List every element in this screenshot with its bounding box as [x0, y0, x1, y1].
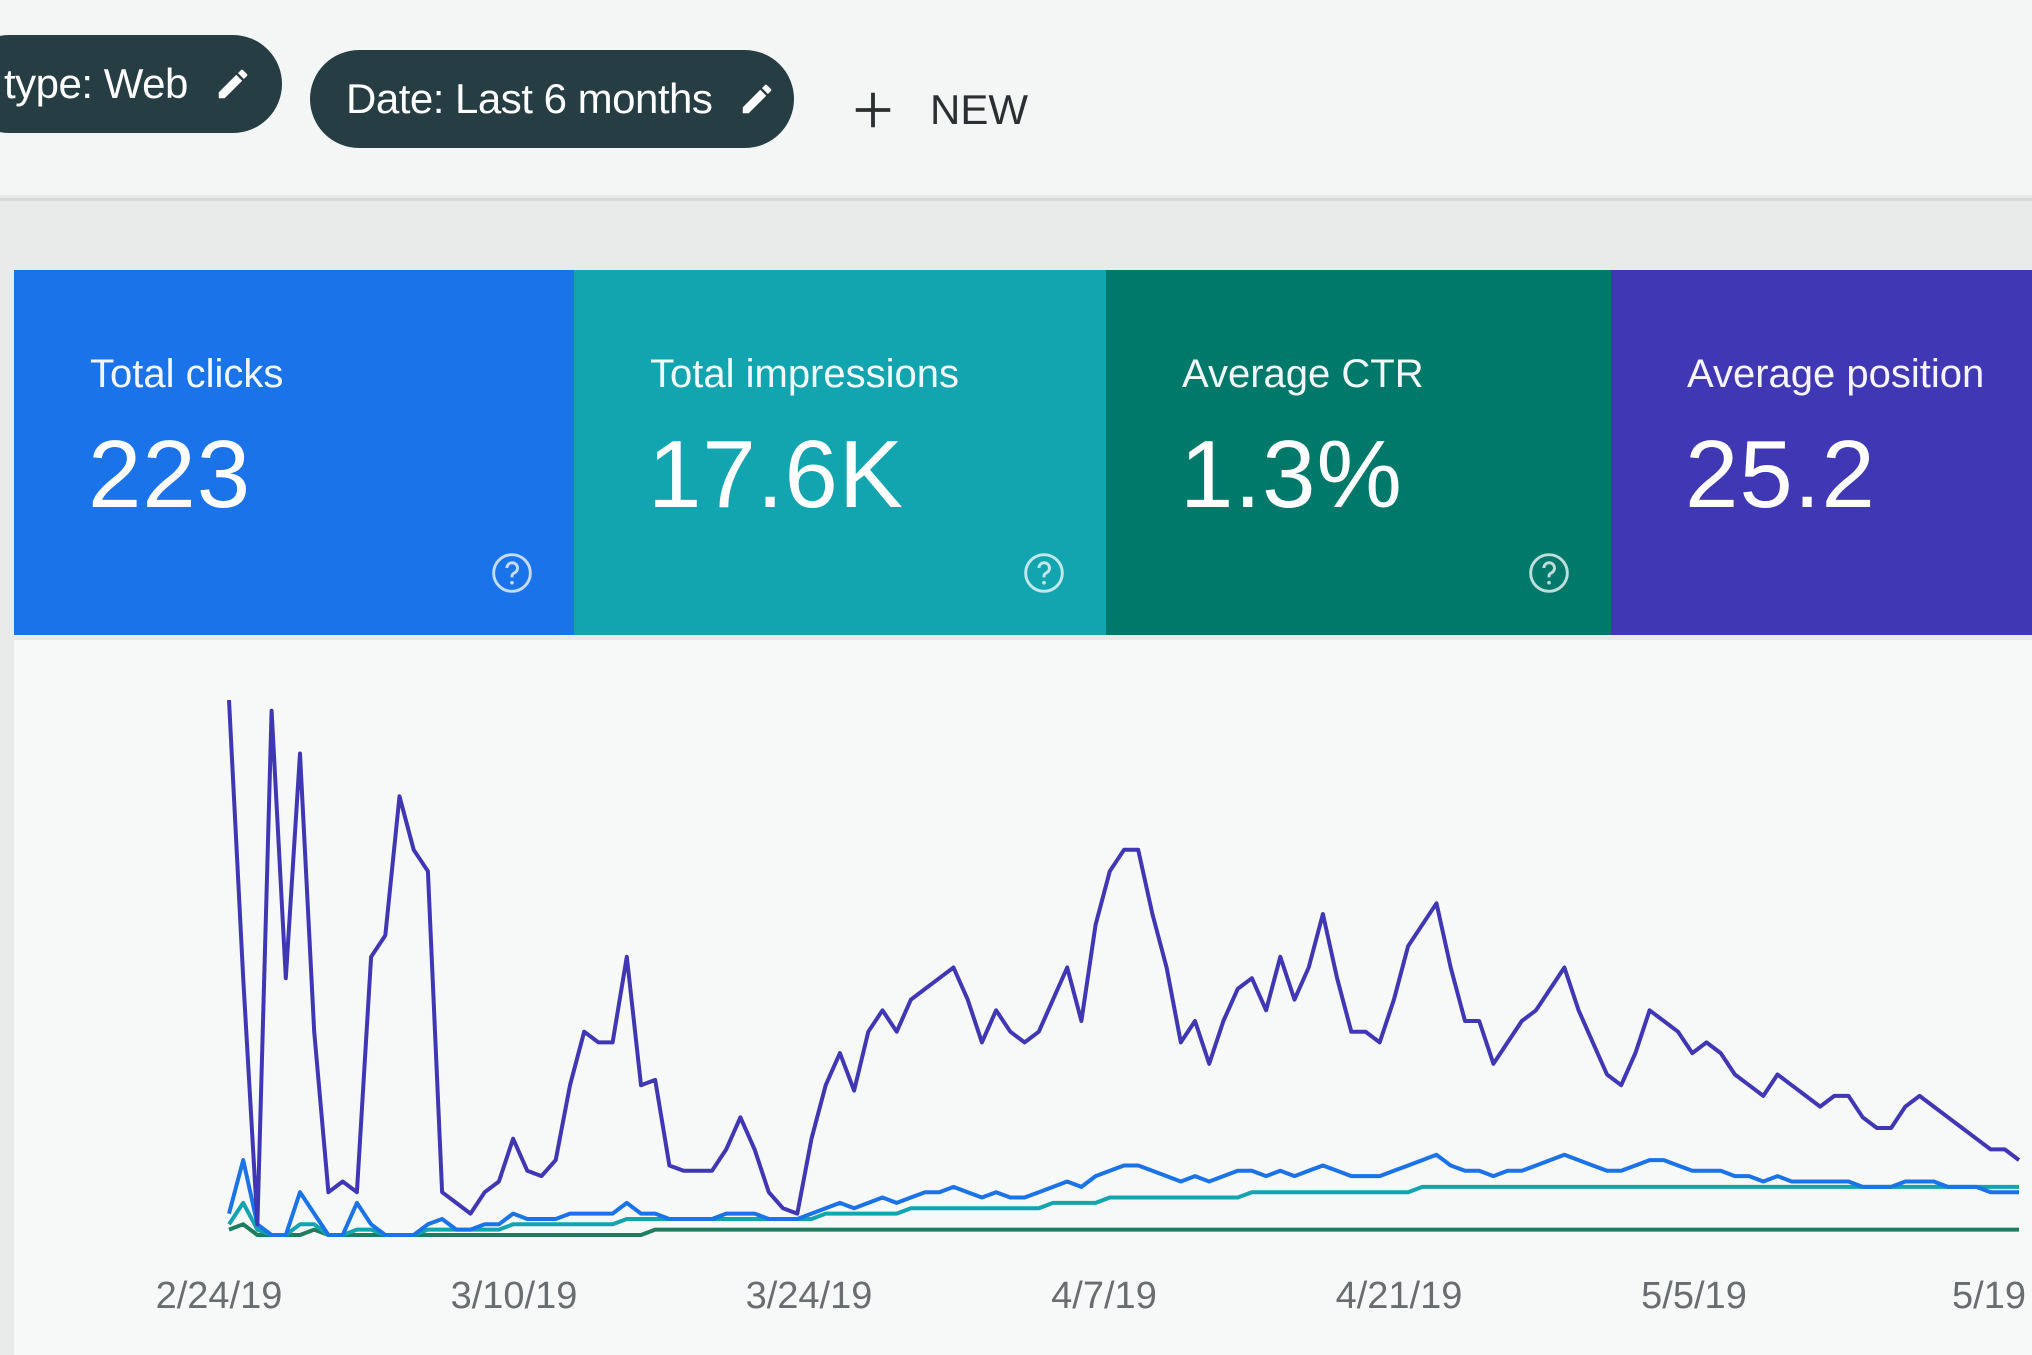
x-tick-label: 2/24/19 — [155, 1275, 283, 1317]
pencil-icon[interactable] — [214, 65, 252, 103]
x-tick-label: 3/10/19 — [450, 1275, 578, 1317]
performance-chart-plot — [227, 699, 2021, 1237]
metric-value: 1.3% — [1180, 421, 1403, 528]
search-type-filter-chip[interactable]: type: Web — [0, 35, 282, 133]
metric-value: 17.6K — [648, 421, 904, 528]
series-line-1 — [227, 1152, 2019, 1237]
date-range-filter-label: Date: Last 6 months — [346, 75, 713, 122]
series-line-2 — [227, 1184, 2019, 1237]
date-range-filter-chip[interactable]: Date: Last 6 months — [310, 50, 794, 148]
metric-label: Average CTR — [1182, 352, 1424, 396]
help-circle-icon[interactable] — [490, 551, 534, 595]
total-impressions-card[interactable]: Total impressions 17.6K — [574, 270, 1106, 635]
x-tick-label: 3/24/19 — [745, 1275, 873, 1317]
series-line-0 — [227, 699, 2021, 1227]
metric-cards: Total clicks 223 Total impressions 17.6K… — [14, 270, 2032, 635]
x-tick-label: 4/21/19 — [1335, 1275, 1463, 1317]
help-circle-icon[interactable] — [1022, 551, 1066, 595]
metric-value: 25.2 — [1685, 421, 1876, 528]
pencil-icon[interactable] — [738, 80, 776, 118]
metric-label: Total impressions — [650, 352, 960, 396]
average-ctr-card[interactable]: Average CTR 1.3% — [1106, 270, 1611, 635]
toolbar-divider — [0, 198, 2032, 201]
series-line-3 — [228, 1222, 2019, 1237]
x-tick-label: 5/19 — [1952, 1275, 2026, 1317]
new-filter-label: NEW — [930, 86, 1028, 133]
metric-label: Average position — [1687, 352, 1985, 396]
plus-icon — [855, 92, 891, 128]
new-filter-button[interactable]: NEW — [850, 75, 1028, 145]
metric-label: Total clicks — [90, 352, 284, 396]
total-clicks-card[interactable]: Total clicks 223 — [14, 270, 574, 635]
search-type-filter-label: type: Web — [4, 60, 188, 107]
performance-chart: 2/24/19 3/10/19 3/24/19 4/7/19 4/21/19 5/5/19… — [14, 640, 2032, 1355]
average-position-card[interactable]: Average position 25.2 — [1611, 270, 2032, 635]
help-circle-icon[interactable] — [1527, 551, 1571, 595]
x-tick-label: 4/7/19 — [1051, 1275, 1157, 1317]
x-tick-label: 5/5/19 — [1641, 1275, 1747, 1317]
metric-value: 223 — [88, 421, 252, 528]
